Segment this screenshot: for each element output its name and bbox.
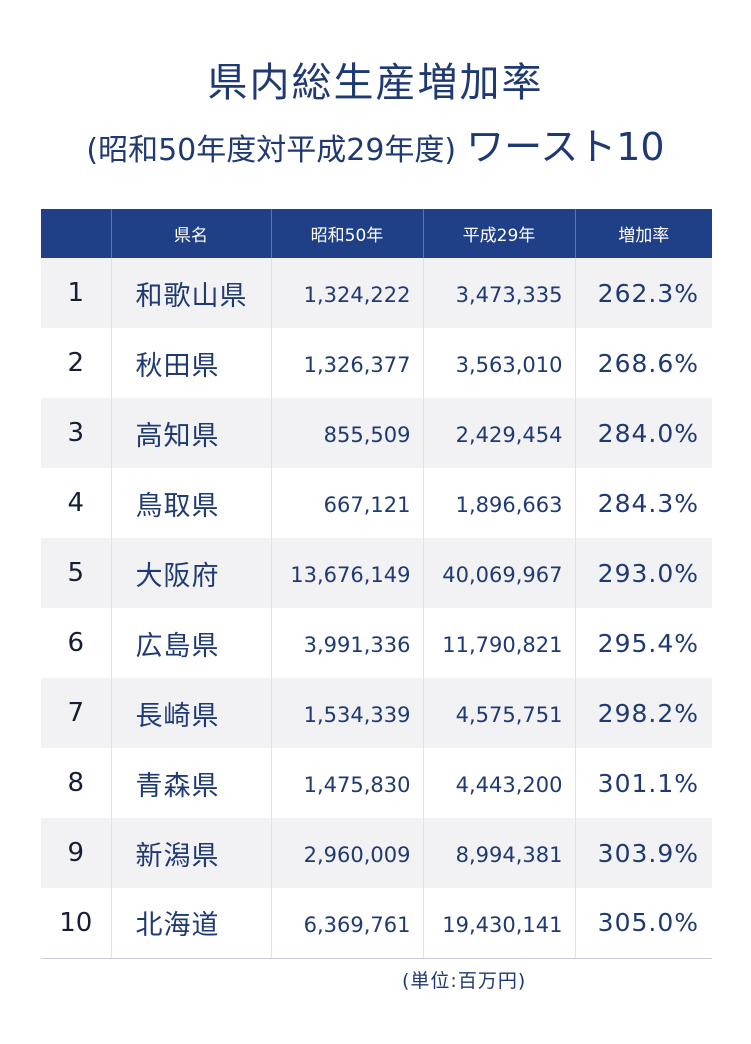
table-row: 8 青森県 1,475,830 4,443,200 301.1% (41, 748, 712, 818)
subtitle-worst10: ワースト10 (466, 125, 665, 169)
header-growth-rate: 増加率 (574, 209, 712, 258)
rank-cell: 3 (41, 398, 111, 468)
prefecture-name-cell: 長崎県 (110, 678, 271, 748)
table-row: 3 高知県 855,509 2,429,454 284.0% (41, 398, 712, 468)
heisei29-value-cell: 11,790,821 (422, 608, 575, 678)
showa50-value-cell: 667,121 (270, 468, 423, 538)
growth-rate-cell: 305.0% (574, 888, 712, 959)
header-prefecture: 県名 (110, 209, 271, 258)
growth-rate-cell: 303.9% (574, 818, 712, 888)
growth-rate-cell: 284.3% (574, 468, 712, 538)
prefecture-name-cell: 高知県 (110, 398, 271, 468)
prefecture-name-cell: 広島県 (110, 608, 271, 678)
prefecture-name-cell: 鳥取県 (110, 468, 271, 538)
showa50-value-cell: 6,369,761 (270, 888, 423, 959)
unit-note: (単位:百万円) (402, 970, 527, 992)
showa50-value-cell: 13,676,149 (270, 538, 423, 608)
showa50-value-cell: 2,960,009 (270, 818, 423, 888)
heisei29-value-cell: 1,896,663 (422, 468, 575, 538)
page-title: 県内総生産増加率 (207, 60, 544, 106)
page-subtitle: (昭和50年度対平成29年度) ワースト10 (0, 116, 751, 171)
prefecture-name-cell: 秋田県 (110, 328, 271, 398)
growth-rate-cell: 293.0% (574, 538, 712, 608)
rank-cell: 9 (41, 818, 111, 888)
heisei29-value-cell: 4,443,200 (422, 748, 575, 818)
header-showa50: 昭和50年 (270, 209, 423, 258)
rank-cell: 1 (41, 258, 111, 328)
showa50-value-cell: 1,324,222 (270, 258, 423, 328)
heisei29-value-cell: 3,563,010 (422, 328, 575, 398)
rank-cell: 2 (41, 328, 111, 398)
rank-cell: 7 (41, 678, 111, 748)
prefecture-name-cell: 青森県 (110, 748, 271, 818)
table-header: 県名 昭和50年 平成29年 増加率 (41, 209, 712, 258)
ranking-table-container: 県名 昭和50年 平成29年 増加率 1 和歌山県 1,324,222 3,473,3… (41, 209, 712, 959)
heisei29-value-cell: 4,575,751 (422, 678, 575, 748)
heisei29-value-cell: 8,994,381 (422, 818, 575, 888)
header-heisei29: 平成29年 (422, 209, 575, 258)
prefecture-name-cell: 北海道 (110, 888, 271, 959)
growth-rate-cell: 268.6% (574, 328, 712, 398)
prefecture-name-cell: 和歌山県 (110, 258, 271, 328)
table-row: 7 長崎県 1,534,339 4,575,751 298.2% (41, 678, 712, 748)
showa50-value-cell: 855,509 (270, 398, 423, 468)
rank-cell: 8 (41, 748, 111, 818)
showa50-value-cell: 1,326,377 (270, 328, 423, 398)
ranking-table: 県名 昭和50年 平成29年 増加率 1 和歌山県 1,324,222 3,473,3… (41, 209, 712, 959)
growth-rate-cell: 262.3% (574, 258, 712, 328)
showa50-value-cell: 1,475,830 (270, 748, 423, 818)
rank-cell: 6 (41, 608, 111, 678)
table-row: 1 和歌山県 1,324,222 3,473,335 262.3% (41, 258, 712, 328)
showa50-value-cell: 1,534,339 (270, 678, 423, 748)
rank-cell: 4 (41, 468, 111, 538)
growth-rate-cell: 301.1% (574, 748, 712, 818)
table-row: 5 大阪府 13,676,149 40,069,967 293.0% (41, 538, 712, 608)
heisei29-value-cell: 2,429,454 (422, 398, 575, 468)
subtitle-period: (昭和50年度対平成29年度) (86, 133, 457, 168)
table-row: 9 新潟県 2,960,009 8,994,381 303.9% (41, 818, 712, 888)
table-row: 2 秋田県 1,326,377 3,563,010 268.6% (41, 328, 712, 398)
rank-cell: 5 (41, 538, 111, 608)
growth-rate-cell: 295.4% (574, 608, 712, 678)
header-row: 県名 昭和50年 平成29年 増加率 (41, 209, 712, 258)
header-rank (41, 209, 111, 258)
rank-cell: 10 (41, 888, 111, 959)
table-row: 6 広島県 3,991,336 11,790,821 295.4% (41, 608, 712, 678)
showa50-value-cell: 3,991,336 (270, 608, 423, 678)
table-row: 10 北海道 6,369,761 19,430,141 305.0% (41, 888, 712, 959)
growth-rate-cell: 298.2% (574, 678, 712, 748)
prefecture-name-cell: 新潟県 (110, 818, 271, 888)
table-body: 1 和歌山県 1,324,222 3,473,335 262.3% 2 秋田県 1,326,3… (41, 258, 712, 959)
heisei29-value-cell: 40,069,967 (422, 538, 575, 608)
heisei29-value-cell: 3,473,335 (422, 258, 575, 328)
heisei29-value-cell: 19,430,141 (422, 888, 575, 959)
growth-rate-cell: 284.0% (574, 398, 712, 468)
prefecture-name-cell: 大阪府 (110, 538, 271, 608)
table-row: 4 鳥取県 667,121 1,896,663 284.3% (41, 468, 712, 538)
